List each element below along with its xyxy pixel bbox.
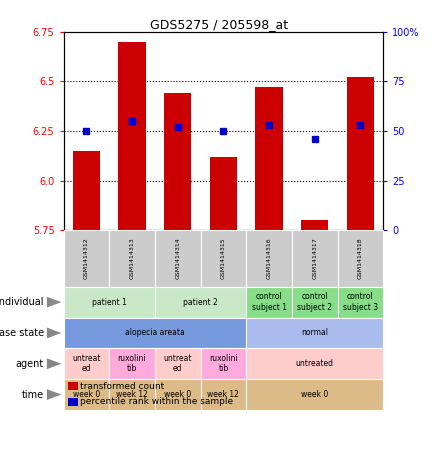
Bar [255,87,283,230]
Text: week 12: week 12 [116,390,148,399]
Text: week 12: week 12 [208,390,239,399]
Text: untreat
ed: untreat ed [163,354,192,373]
Text: GSM1414316: GSM1414316 [267,238,272,279]
Text: ruxolini
tib: ruxolini tib [209,354,238,373]
Bar [164,93,191,230]
Text: untreat
ed: untreat ed [72,354,101,373]
Text: GDS5275 / 205598_at: GDS5275 / 205598_at [150,18,288,31]
Text: control
subject 2: control subject 2 [297,293,332,312]
Text: week 0: week 0 [301,390,328,399]
Text: GSM1414313: GSM1414313 [130,237,134,280]
Text: GSM1414314: GSM1414314 [175,237,180,280]
Bar [347,77,374,230]
Text: normal: normal [301,328,328,337]
Bar [73,151,100,230]
Bar [301,220,328,230]
Bar [118,42,146,230]
Text: untreated: untreated [296,359,334,368]
Text: transformed count: transformed count [80,382,164,391]
Text: GSM1414317: GSM1414317 [312,237,317,280]
Text: percentile rank within the sample: percentile rank within the sample [80,397,233,406]
Text: time: time [21,390,44,400]
Text: patient 2: patient 2 [183,298,218,307]
Text: ruxolini
tib: ruxolini tib [118,354,146,373]
Text: alopecia areata: alopecia areata [125,328,185,337]
Text: GSM1414318: GSM1414318 [358,238,363,279]
Text: week 0: week 0 [73,390,100,399]
Text: GSM1414312: GSM1414312 [84,237,89,280]
Text: control
subject 3: control subject 3 [343,293,378,312]
Bar [210,157,237,230]
Text: GSM1414315: GSM1414315 [221,238,226,279]
Text: patient 1: patient 1 [92,298,127,307]
Text: individual: individual [0,297,44,307]
Text: week 0: week 0 [164,390,191,399]
Text: control
subject 1: control subject 1 [251,293,286,312]
Text: agent: agent [16,359,44,369]
Text: disease state: disease state [0,328,44,338]
